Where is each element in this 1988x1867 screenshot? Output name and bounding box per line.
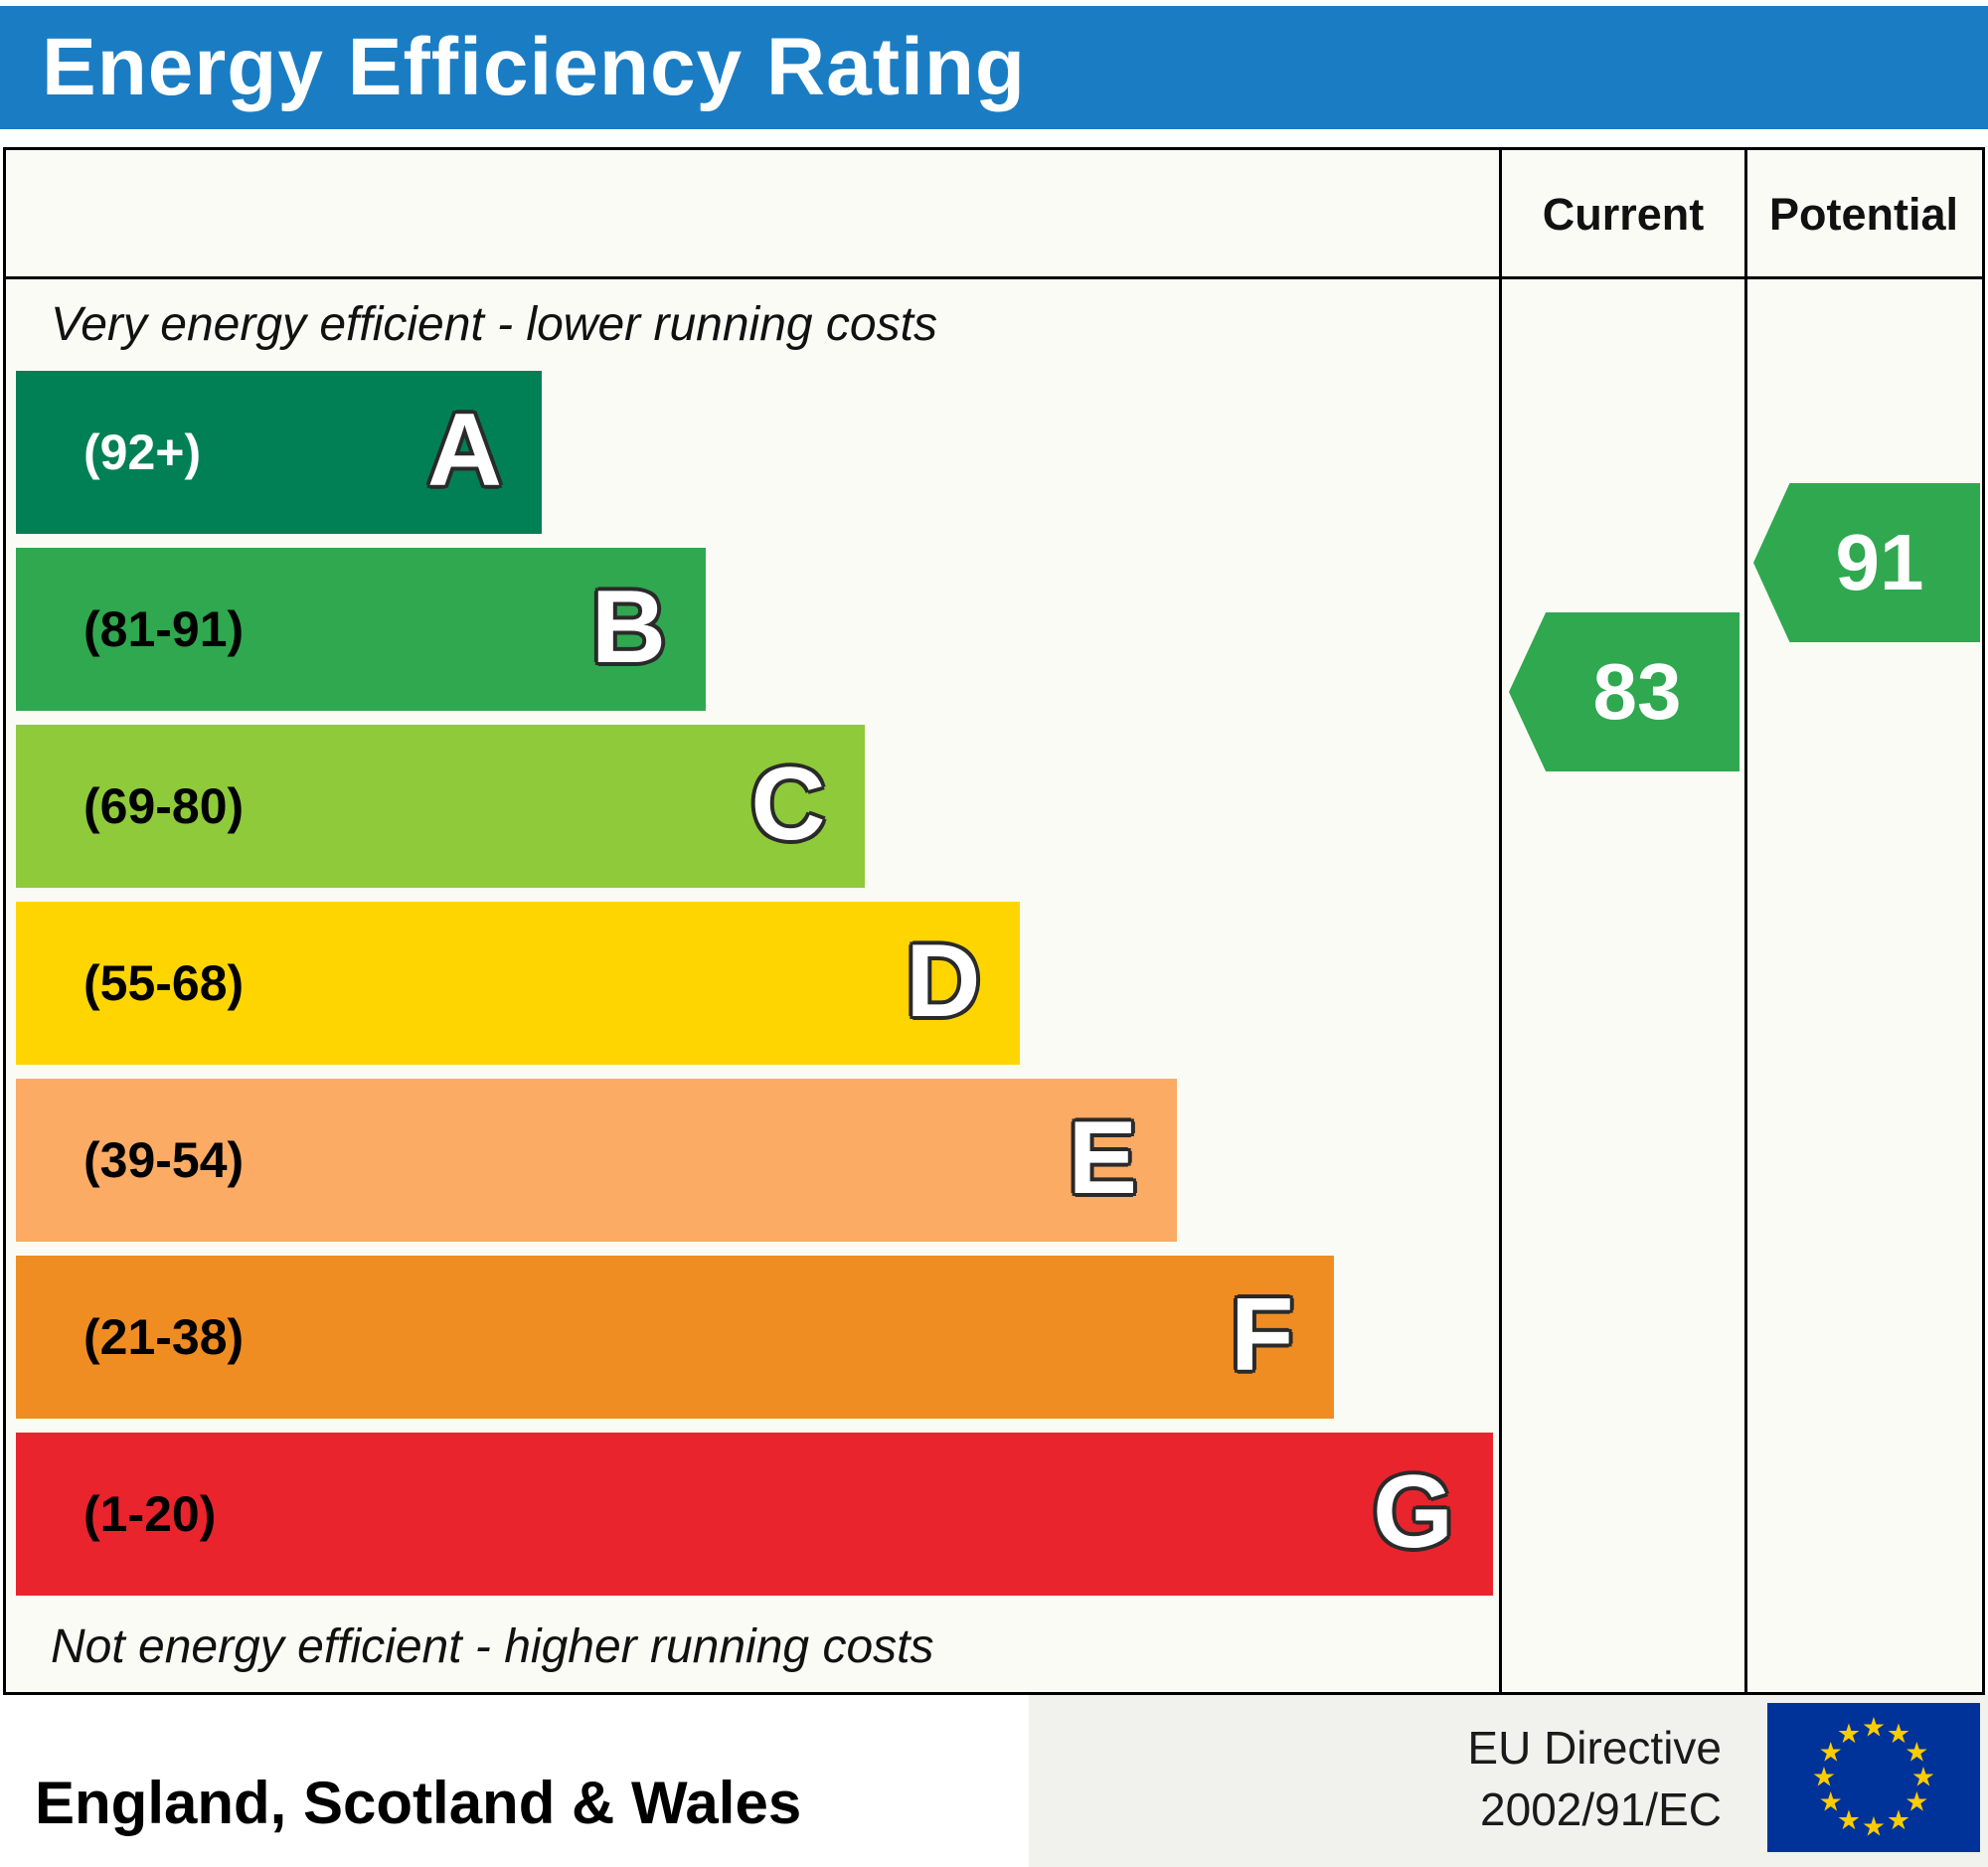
band-letter: F [1230, 1276, 1294, 1393]
band-row: (92+) A [16, 371, 1493, 548]
potential-column-divider [1744, 150, 1747, 1692]
eu-flag-star: ★ [1905, 1737, 1929, 1768]
band-range-label: (69-80) [83, 778, 245, 834]
band-row: (69-80) C [16, 725, 1493, 902]
band-range-label: (55-68) [83, 955, 245, 1011]
band-bar: (21-38) F [16, 1256, 1334, 1419]
chart-area: Current Potential Very energy efficient … [3, 147, 1985, 1695]
band-bar: (92+) A [16, 371, 543, 534]
current-rating-value: 83 [1592, 647, 1682, 736]
band-row: (39-54) E [16, 1079, 1493, 1256]
eu-directive-line2: 2002/91/EC [1480, 1783, 1722, 1835]
bottom-note: Not energy efficient - higher running co… [51, 1620, 934, 1673]
band-letter: A [426, 392, 503, 508]
current-column-header: Current [1542, 189, 1705, 240]
page-title: Energy Efficiency Rating [42, 22, 1027, 112]
band-range-label: (81-91) [83, 601, 245, 657]
band-bar: (81-91) B [16, 548, 706, 711]
eu-flag-star: ★ [1861, 1811, 1887, 1842]
eu-flag: ★ ★ ★ ★ ★ ★ ★ ★ ★ ★ ★ ★ [1767, 1703, 1980, 1852]
bands-container: (92+) A (81-91) B (69-80) C (55-68) D (3… [16, 371, 1493, 1610]
band-letter: C [750, 746, 826, 862]
band-bar: (1-20) G [16, 1433, 1493, 1596]
potential-column-header: Potential [1768, 189, 1959, 240]
band-letter: B [590, 569, 666, 685]
eu-flag-star: ★ [1886, 1719, 1911, 1750]
band-row: (1-20) G [16, 1433, 1493, 1610]
eu-flag-star: ★ [1886, 1804, 1911, 1835]
chart-header: Energy Efficiency Rating [0, 6, 1988, 129]
band-letter: G [1373, 1453, 1453, 1570]
band-bar: (69-80) C [16, 725, 866, 888]
band-row: (81-91) B [16, 548, 1493, 725]
eu-directive-label: EU Directive 2002/91/EC [1467, 1717, 1722, 1840]
current-column-divider [1499, 150, 1502, 1692]
band-letter: E [1068, 1100, 1137, 1216]
eu-flag-star: ★ [1811, 1762, 1837, 1792]
column-header-row [6, 150, 1982, 279]
potential-rating-arrow: 91 [1753, 483, 1980, 642]
band-range-label: (1-20) [83, 1486, 217, 1542]
eu-flag-star: ★ [1818, 1786, 1843, 1817]
eu-flag-star: ★ [1836, 1719, 1862, 1750]
top-note: Very energy efficient - lower running co… [51, 298, 937, 351]
chart-footer: England, Scotland & Wales EU Directive 2… [0, 1695, 1988, 1867]
eu-flag-star: ★ [1861, 1712, 1887, 1743]
current-rating-arrow: 83 [1509, 612, 1740, 771]
eu-directive-line1: EU Directive [1467, 1722, 1722, 1774]
potential-rating-value: 91 [1835, 518, 1924, 606]
region-label: England, Scotland & Wales [35, 1770, 802, 1836]
band-range-label: (21-38) [83, 1309, 245, 1365]
eu-flag-star: ★ [1905, 1786, 1929, 1817]
band-range-label: (92+) [83, 424, 202, 480]
band-letter: D [906, 923, 981, 1039]
eu-flag-star: ★ [1818, 1737, 1843, 1768]
eu-flag-star: ★ [1836, 1804, 1862, 1835]
band-bar: (39-54) E [16, 1079, 1177, 1242]
band-range-label: (39-54) [83, 1132, 245, 1188]
band-row: (21-38) F [16, 1256, 1493, 1433]
eu-flag-star: ★ [1910, 1762, 1936, 1792]
band-row: (55-68) D [16, 902, 1493, 1079]
band-bar: (55-68) D [16, 902, 1021, 1065]
